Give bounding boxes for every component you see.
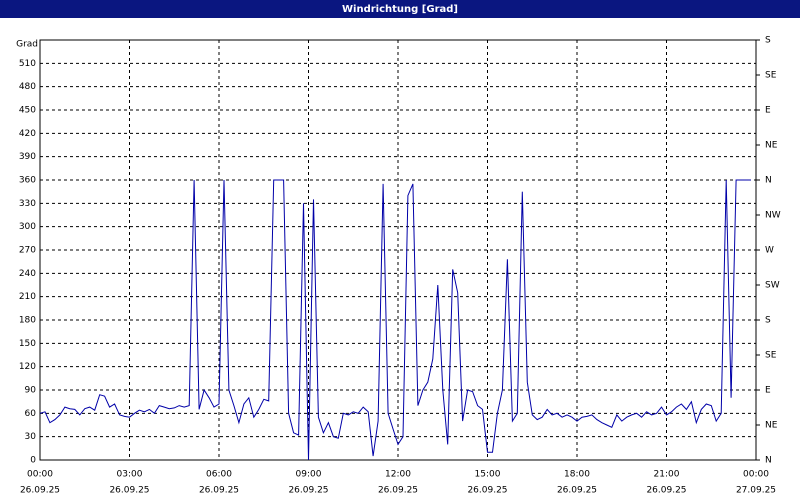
x-tick-label: 06:00 bbox=[206, 470, 232, 480]
x-tick-date: 26.09.25 bbox=[557, 486, 597, 496]
y-tick-label: 180 bbox=[19, 316, 36, 326]
y-tick-label: 120 bbox=[19, 362, 36, 372]
y2-tick-label: SE bbox=[765, 351, 777, 361]
x-tick-date: 26.09.25 bbox=[20, 486, 60, 496]
x-tick-date: 26.09.25 bbox=[646, 486, 686, 496]
y-tick-label: 270 bbox=[19, 246, 36, 256]
y2-tick-label: NE bbox=[765, 421, 778, 431]
y2-tick-label: NE bbox=[765, 141, 778, 151]
y-tick-label: 360 bbox=[19, 176, 36, 186]
x-tick-date: 26.09.25 bbox=[199, 486, 239, 496]
x-tick-label: 12:00 bbox=[385, 470, 411, 480]
chart-title: Windrichtung [Grad] bbox=[342, 4, 458, 15]
data-line bbox=[39, 179, 751, 461]
x-tick-label: 15:00 bbox=[475, 470, 501, 480]
y-tick-label: 450 bbox=[19, 106, 36, 116]
x-tick-date: 27.09.25 bbox=[736, 486, 776, 496]
x-tick-date: 26.09.25 bbox=[378, 486, 418, 496]
x-tick-date: 26.09.25 bbox=[467, 486, 507, 496]
x-tick-label: 00:00 bbox=[27, 470, 53, 480]
y-tick-label: 330 bbox=[19, 199, 36, 209]
y-tick-label: 300 bbox=[19, 222, 36, 232]
y2-tick-label: S bbox=[765, 36, 771, 46]
y-tick-label: 480 bbox=[19, 82, 36, 92]
x-tick-label: 21:00 bbox=[654, 470, 680, 480]
x-tick-label: 18:00 bbox=[564, 470, 590, 480]
y2-tick-label: SW bbox=[765, 281, 780, 291]
y-tick-label: 510 bbox=[19, 59, 36, 69]
title-bar bbox=[0, 0, 800, 18]
y-tick-label: 90 bbox=[25, 386, 37, 396]
y-tick-label: 420 bbox=[19, 129, 36, 139]
y-tick-label: 390 bbox=[19, 152, 36, 162]
y2-tick-label: S bbox=[765, 316, 771, 326]
background bbox=[0, 18, 800, 500]
y2-tick-label: E bbox=[765, 386, 771, 396]
plot-border bbox=[39, 39, 757, 461]
y-axis-label: Grad bbox=[16, 40, 38, 50]
y-tick-label: 150 bbox=[19, 339, 36, 349]
y2-tick-label: NW bbox=[765, 211, 781, 221]
y2-tick-label: N bbox=[765, 456, 772, 466]
y-tick-label: 30 bbox=[25, 432, 37, 442]
x-tick-date: 26.09.25 bbox=[288, 486, 328, 496]
x-tick-label: 09:00 bbox=[296, 470, 322, 480]
y-tick-label: 210 bbox=[19, 292, 36, 302]
y2-tick-label: W bbox=[765, 246, 774, 256]
y2-tick-label: N bbox=[765, 176, 772, 186]
y-tick-label: 240 bbox=[19, 269, 36, 279]
y-tick-label: 0 bbox=[30, 456, 36, 466]
x-tick-date: 26.09.25 bbox=[109, 486, 149, 496]
x-tick-label: 03:00 bbox=[117, 470, 143, 480]
y2-tick-label: SE bbox=[765, 71, 777, 81]
y-tick-label: 60 bbox=[25, 409, 37, 419]
y2-tick-label: E bbox=[765, 106, 771, 116]
x-tick-label: 00:00 bbox=[743, 470, 769, 480]
